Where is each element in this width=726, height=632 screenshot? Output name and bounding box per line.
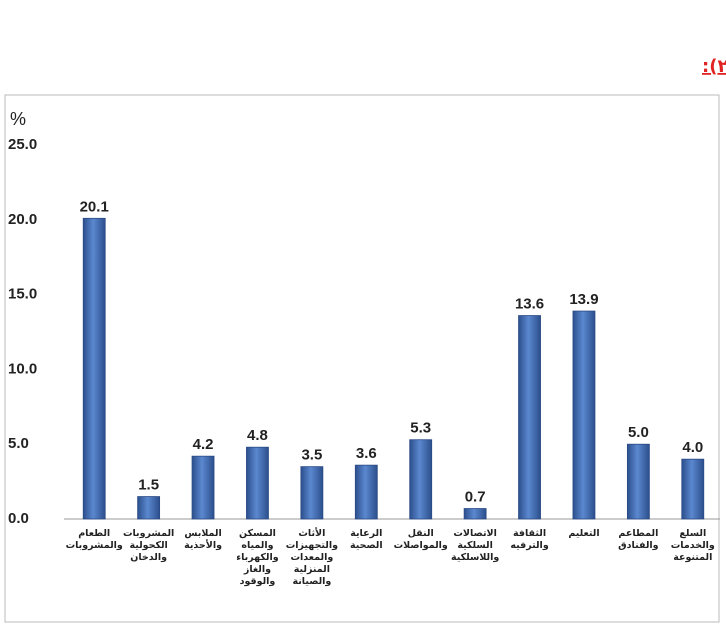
value-label: 4.8 bbox=[247, 427, 268, 444]
x-tick-label: الاتصالات bbox=[453, 528, 496, 539]
value-label: 5.0 bbox=[628, 424, 649, 441]
bar bbox=[463, 508, 487, 520]
x-tick-label: والمشروبات bbox=[66, 540, 123, 551]
bar bbox=[572, 310, 596, 520]
y-tick-label: 25.0 bbox=[8, 136, 37, 153]
x-tick-label: المتنوعة bbox=[673, 552, 712, 563]
bar bbox=[191, 455, 215, 520]
x-tick-label: والمعدات bbox=[291, 552, 334, 563]
x-tick-label: والترفيه bbox=[510, 540, 548, 551]
bar bbox=[518, 315, 541, 520]
value-label: 0.7 bbox=[465, 489, 486, 506]
value-label: 3.6 bbox=[356, 445, 377, 462]
y-tick-label: 20.0 bbox=[8, 211, 37, 228]
x-tick-label: الكحولية bbox=[129, 540, 167, 551]
value-label: 13.9 bbox=[569, 291, 598, 308]
y-tick-label: 5.0 bbox=[8, 435, 29, 452]
bar bbox=[681, 458, 705, 520]
x-tick-label: والكهرباء bbox=[236, 552, 279, 563]
x-tick-label: والصيانة bbox=[292, 576, 331, 587]
bar bbox=[246, 446, 269, 520]
y-tick-label: 0.0 bbox=[8, 510, 29, 527]
value-label: 5.3 bbox=[410, 420, 431, 437]
x-tick-label: والوقود bbox=[240, 576, 276, 587]
x-tick-label: الأثاث bbox=[298, 527, 325, 539]
x-tick-label: والدخان bbox=[130, 552, 167, 563]
bar bbox=[300, 466, 324, 520]
value-label: 1.5 bbox=[138, 477, 159, 494]
y-tick-label: 15.0 bbox=[8, 286, 37, 303]
y-tick-label: 10.0 bbox=[8, 360, 37, 377]
bar bbox=[82, 217, 106, 520]
x-tick-label: الطعام bbox=[78, 528, 110, 539]
chart-frame bbox=[4, 94, 720, 623]
x-tick-label: السلع bbox=[679, 528, 706, 539]
value-label: 13.6 bbox=[515, 296, 544, 313]
x-tick-label: والمياه bbox=[241, 540, 273, 551]
x-tick-label: السلكية bbox=[457, 540, 493, 551]
bar bbox=[626, 443, 650, 520]
x-tick-label: التعليم bbox=[568, 528, 599, 539]
x-tick-label: الصحية bbox=[350, 540, 383, 551]
x-tick-label: المطاعم bbox=[618, 528, 658, 539]
bar bbox=[354, 464, 378, 520]
bar bbox=[409, 439, 433, 520]
x-tick-label: والفنادق bbox=[618, 540, 658, 551]
x-tick-label: النقل bbox=[408, 528, 434, 539]
value-label: 4.2 bbox=[193, 436, 214, 453]
x-tick-label: المنزلية bbox=[294, 564, 330, 575]
x-tick-label: الرعاية bbox=[350, 528, 382, 539]
x-tick-label: والمواصلات bbox=[394, 540, 448, 551]
x-tick-label: الثقافة bbox=[513, 528, 546, 539]
value-label: 4.0 bbox=[682, 439, 703, 456]
bar bbox=[137, 496, 161, 520]
x-tick-label: والغاز bbox=[243, 564, 271, 575]
x-tick-label: المسكن bbox=[239, 528, 276, 539]
x-tick-label: واللاسلكية bbox=[451, 552, 499, 563]
y-axis-label: % bbox=[10, 109, 26, 129]
value-label: 3.5 bbox=[301, 447, 322, 464]
x-tick-label: والخدمات bbox=[671, 540, 715, 551]
x-tick-label: والأحذية bbox=[184, 539, 222, 551]
chart-title: ثانياً: التغير السنوي (شهر فبراير ٢٠٢٢ م… bbox=[702, 53, 726, 77]
x-tick-label: المشروبات bbox=[123, 528, 174, 539]
value-label: 20.1 bbox=[80, 198, 109, 215]
x-tick-label: الملابس bbox=[184, 528, 221, 539]
x-tick-label: والتجهيزات bbox=[286, 540, 338, 551]
